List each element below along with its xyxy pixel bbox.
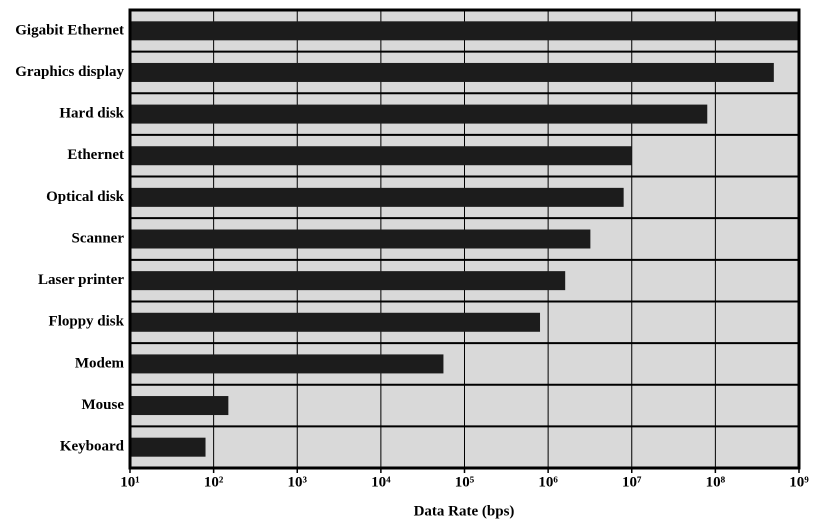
y-tick-label: Hard disk [59, 106, 124, 122]
y-tick-label: Graphics display [15, 64, 124, 80]
x-tick-label: 10⁸ [706, 474, 726, 490]
y-tick-label: Scanner [72, 230, 125, 246]
bar [130, 396, 229, 416]
x-axis-label: Data Rate (bps) [414, 503, 515, 519]
y-tick-label: Optical disk [46, 189, 125, 205]
bar [130, 104, 708, 124]
y-tick-label: Floppy disk [49, 314, 125, 330]
bar [130, 187, 624, 207]
x-tick-label: 10⁶ [538, 474, 558, 490]
bar [130, 62, 774, 82]
y-tick-label: Ethernet [67, 147, 124, 163]
bar [130, 21, 799, 41]
bar [130, 354, 444, 374]
y-tick-label: Gigabit Ethernet [15, 22, 124, 38]
x-tick-label: 10⁹ [789, 474, 809, 490]
bar [130, 271, 566, 291]
y-tick-label: Laser printer [38, 272, 124, 288]
bar [130, 437, 206, 457]
x-tick-label: 10⁷ [622, 474, 642, 490]
x-tick-label: 10⁴ [371, 474, 391, 490]
x-tick-label: 10³ [288, 474, 308, 490]
bar [130, 146, 632, 166]
y-tick-label: Modem [75, 355, 125, 371]
y-tick-label: Keyboard [60, 439, 125, 455]
y-tick-label: Mouse [82, 397, 125, 413]
bar [130, 229, 591, 249]
plot-frame [128, 8, 801, 470]
x-tick-label: 10¹ [120, 474, 140, 490]
x-tick-label: 10⁵ [455, 474, 475, 490]
bar [130, 312, 541, 332]
x-tick-label: 10² [204, 474, 224, 490]
